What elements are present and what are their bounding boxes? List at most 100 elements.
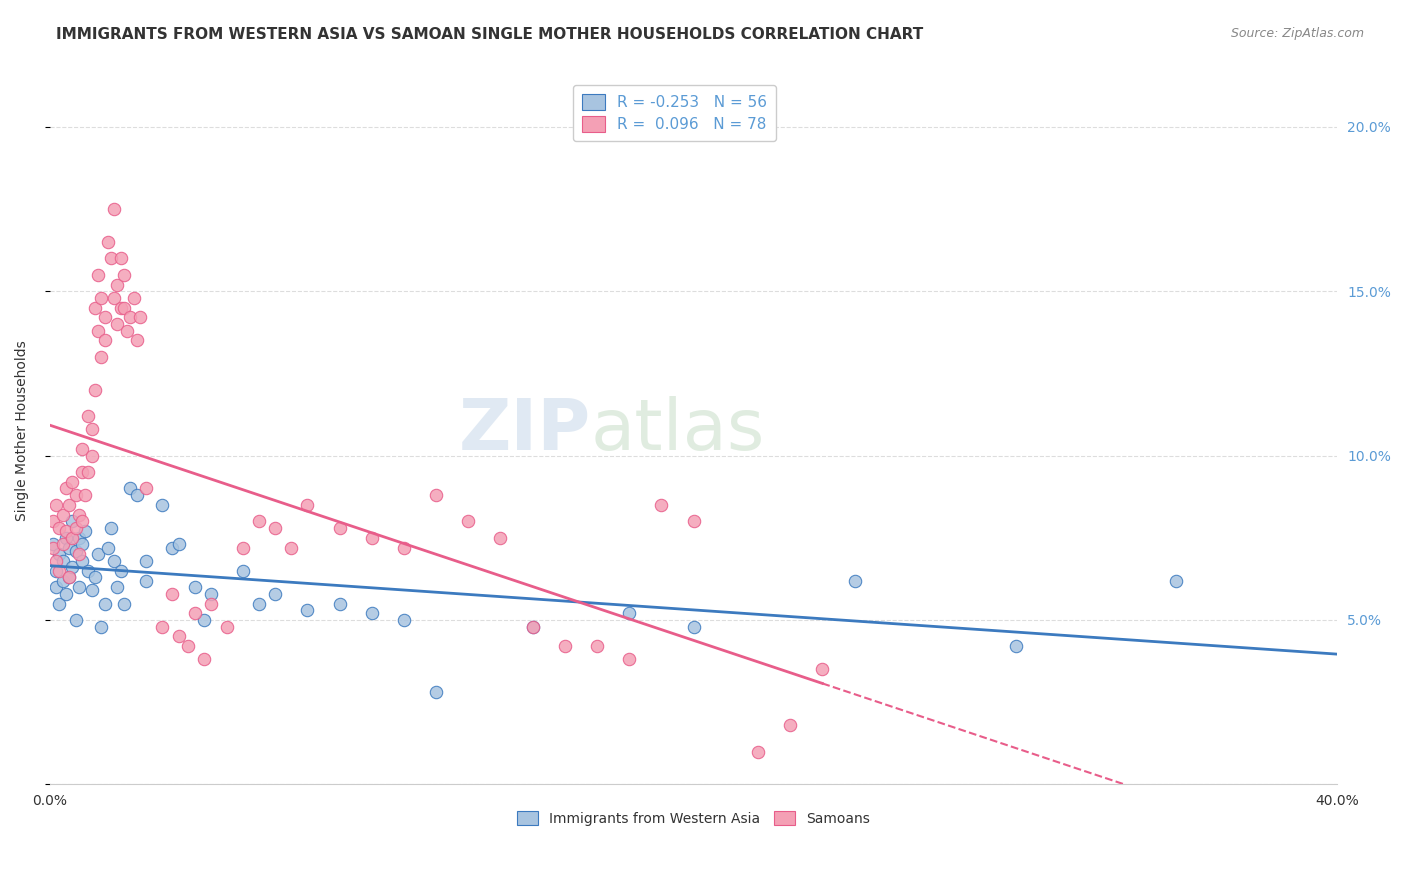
Point: [97, 541, 120, 555]
Point: [87, 268, 110, 282]
Point: [392, 613, 415, 627]
Point: [90, 291, 112, 305]
Point: [103, 202, 125, 216]
Point: [42, 537, 65, 551]
Point: [264, 587, 287, 601]
Point: [48, 521, 70, 535]
Point: [67, 531, 90, 545]
Point: [55, 587, 77, 601]
Text: IMMIGRANTS FROM WESTERN ASIA VS SAMOAN SINGLE MOTHER HOUSEHOLDS CORRELATION CHAR: IMMIGRANTS FROM WESTERN ASIA VS SAMOAN S…: [56, 27, 924, 42]
Point: [58, 541, 80, 555]
Point: [779, 718, 801, 732]
Point: [122, 291, 145, 305]
Point: [297, 498, 319, 512]
Point: [457, 514, 479, 528]
Point: [167, 537, 190, 551]
Point: [83, 570, 105, 584]
Point: [60, 514, 83, 528]
Point: [811, 662, 834, 676]
Point: [65, 521, 87, 535]
Point: [80, 449, 103, 463]
Point: [107, 317, 129, 331]
Point: [65, 544, 87, 558]
Point: [75, 488, 97, 502]
Point: [100, 252, 122, 266]
Point: [52, 537, 75, 551]
Point: [682, 619, 704, 633]
Point: [280, 541, 302, 555]
Point: [425, 685, 447, 699]
Point: [152, 498, 174, 512]
Point: [77, 465, 100, 479]
Point: [328, 521, 350, 535]
Point: [135, 482, 157, 496]
Point: [52, 554, 75, 568]
Point: [52, 508, 75, 522]
Text: atlas: atlas: [591, 396, 765, 466]
Point: [48, 547, 70, 561]
Point: [52, 574, 75, 588]
Point: [160, 541, 183, 555]
Point: [193, 613, 215, 627]
Point: [60, 531, 83, 545]
Point: [77, 564, 100, 578]
Point: [83, 383, 105, 397]
Point: [135, 554, 157, 568]
Point: [45, 580, 67, 594]
Point: [522, 619, 544, 633]
Point: [70, 465, 93, 479]
Point: [58, 498, 80, 512]
Point: [55, 482, 77, 496]
Point: [93, 597, 115, 611]
Point: [70, 514, 93, 528]
Point: [80, 583, 103, 598]
Point: [586, 640, 609, 654]
Point: [55, 524, 77, 539]
Point: [392, 541, 415, 555]
Point: [125, 488, 148, 502]
Point: [360, 607, 382, 621]
Point: [45, 564, 67, 578]
Point: [110, 564, 132, 578]
Point: [93, 310, 115, 325]
Point: [747, 745, 769, 759]
Point: [183, 607, 205, 621]
Point: [100, 521, 122, 535]
Text: ZIP: ZIP: [458, 396, 591, 466]
Point: [97, 235, 120, 249]
Point: [619, 652, 641, 666]
Point: [93, 334, 115, 348]
Point: [360, 531, 382, 545]
Point: [48, 564, 70, 578]
Point: [152, 619, 174, 633]
Point: [489, 531, 512, 545]
Point: [67, 508, 90, 522]
Point: [112, 597, 135, 611]
Point: [58, 570, 80, 584]
Point: [297, 603, 319, 617]
Point: [110, 301, 132, 315]
Point: [247, 597, 270, 611]
Point: [103, 291, 125, 305]
Legend: Immigrants from Western Asia, Samoans: Immigrants from Western Asia, Samoans: [509, 803, 879, 834]
Point: [75, 524, 97, 539]
Point: [70, 537, 93, 551]
Point: [87, 547, 110, 561]
Point: [554, 640, 576, 654]
Point: [193, 652, 215, 666]
Point: [107, 277, 129, 292]
Point: [70, 442, 93, 456]
Point: [1004, 640, 1026, 654]
Point: [45, 498, 67, 512]
Point: [60, 560, 83, 574]
Point: [232, 564, 254, 578]
Point: [70, 554, 93, 568]
Point: [110, 252, 132, 266]
Y-axis label: Single Mother Households: Single Mother Households: [15, 341, 30, 521]
Point: [125, 334, 148, 348]
Point: [58, 570, 80, 584]
Point: [67, 547, 90, 561]
Point: [177, 640, 200, 654]
Point: [425, 488, 447, 502]
Point: [55, 531, 77, 545]
